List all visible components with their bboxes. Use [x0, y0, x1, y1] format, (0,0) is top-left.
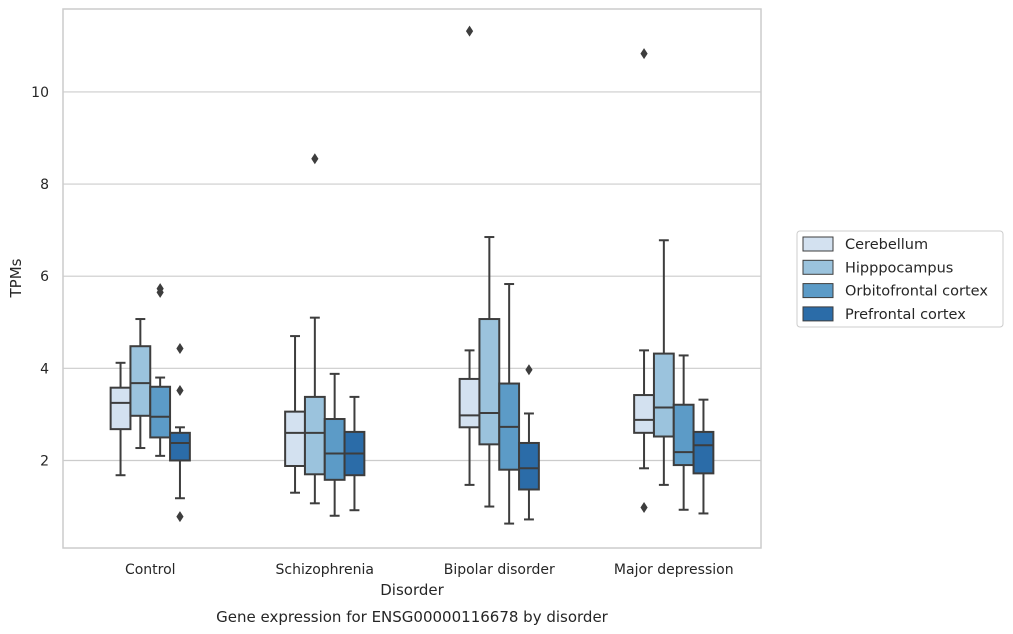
box-group: [692, 398, 715, 515]
box-group: [169, 343, 191, 523]
box-group: [518, 364, 540, 521]
y-tick-label: 8: [40, 177, 49, 193]
box: [129, 345, 152, 417]
box: [672, 403, 695, 467]
y-axis-label: TPMs: [7, 258, 25, 298]
box-group: [284, 335, 306, 494]
x-tick-label: Schizophrenia: [276, 562, 374, 578]
x-tick-label: Bipolar disorder: [444, 562, 555, 578]
x-tick-label: Major depression: [614, 562, 734, 578]
y-tick-labels: 2 4 6 8 10: [31, 85, 49, 470]
box-group: [498, 283, 521, 525]
boxes-layer: [109, 25, 715, 525]
box: [149, 385, 172, 439]
x-axis-label: Disorder: [380, 581, 444, 599]
y-tick-label: 10: [31, 85, 49, 101]
outlier-point: [311, 153, 319, 165]
y-tick-label: 6: [40, 269, 49, 285]
box-group: [149, 283, 172, 457]
outlier-point: [176, 384, 184, 396]
box: [633, 394, 655, 434]
legend-swatch: [802, 236, 834, 252]
box-group: [129, 318, 152, 450]
outlier-point: [525, 364, 533, 376]
legend-label: Cerebellum: [845, 237, 928, 253]
box-group: [343, 395, 366, 512]
legend-swatch: [802, 259, 834, 275]
box-group: [672, 354, 695, 511]
legend-label: Hipppocampus: [845, 260, 953, 276]
box-group: [458, 25, 481, 486]
outlier-point: [465, 25, 474, 37]
y-tick-label: 2: [40, 453, 49, 469]
box: [284, 410, 306, 467]
box: [652, 352, 675, 438]
box-group: [323, 372, 346, 517]
box-group: [652, 239, 675, 486]
box-group: [109, 361, 132, 477]
legend-swatch: [802, 283, 834, 299]
box: [518, 441, 540, 491]
outlier-point: [156, 283, 164, 295]
box-group: [633, 48, 655, 513]
box: [323, 418, 346, 481]
x-tick-labels: Control Schizophrenia Bipolar disorder Majo…: [125, 562, 734, 578]
legend: Cerebellum Hipppocampus Orbitofrontal cort…: [796, 230, 1004, 328]
box-group: [478, 236, 501, 508]
chart-title: Gene expression for ENSG00000116678 by d…: [216, 608, 609, 626]
outlier-point: [176, 343, 184, 355]
legend-frame: [796, 230, 1004, 328]
legend-label: Orbitofrontal cortex: [845, 284, 988, 300]
outlier-point: [176, 511, 184, 523]
legend-label: Prefrontal cortex: [845, 307, 966, 323]
box: [169, 431, 191, 462]
box: [692, 430, 715, 475]
box: [303, 395, 326, 476]
outlier-point: [640, 48, 648, 60]
legend-swatch: [802, 306, 834, 322]
box-group: [303, 153, 326, 505]
x-tick-label: Control: [125, 562, 176, 578]
box: [478, 318, 501, 446]
box: [458, 377, 481, 429]
y-tick-label: 4: [40, 361, 49, 377]
outlier-point: [640, 501, 648, 513]
box: [109, 386, 132, 431]
plot-area-frame: [62, 8, 762, 549]
